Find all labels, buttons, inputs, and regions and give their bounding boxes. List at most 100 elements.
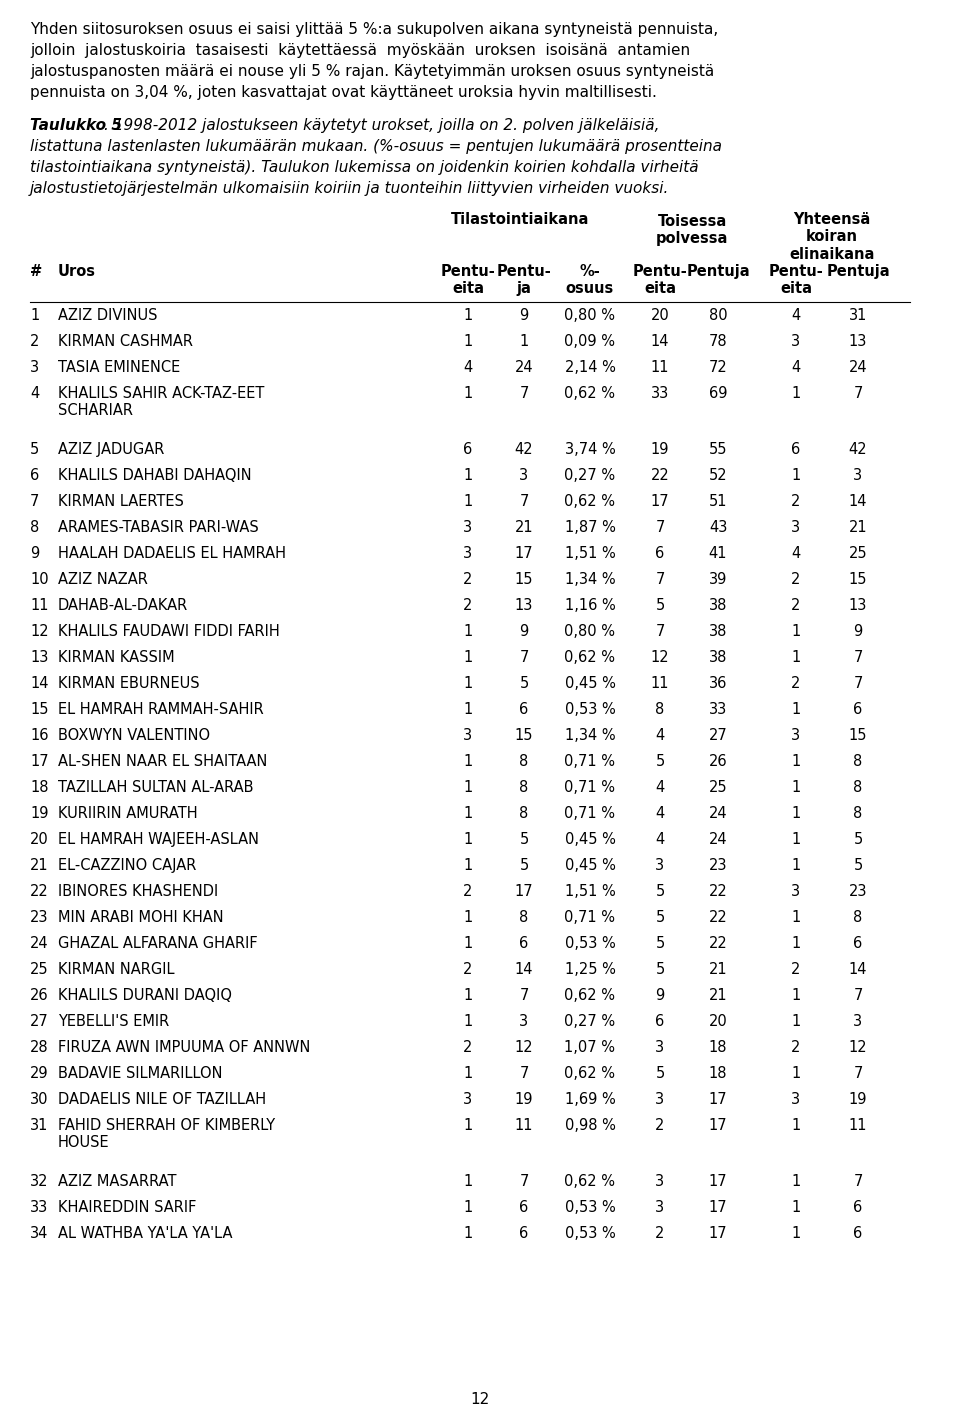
Text: 25: 25 xyxy=(708,781,728,795)
Text: 0,62 %: 0,62 % xyxy=(564,988,615,1003)
Text: HAALAH DADAELIS EL HAMRAH: HAALAH DADAELIS EL HAMRAH xyxy=(58,546,286,561)
Text: 17: 17 xyxy=(515,884,534,899)
Text: 4: 4 xyxy=(791,361,801,375)
Text: 2: 2 xyxy=(464,962,472,977)
Text: 23: 23 xyxy=(708,858,728,872)
Text: 42: 42 xyxy=(515,443,534,457)
Text: 3: 3 xyxy=(656,1174,664,1189)
Text: KHALILS DAHABI DAHAQIN: KHALILS DAHABI DAHAQIN xyxy=(58,468,252,484)
Text: 3: 3 xyxy=(791,884,801,899)
Text: 1,34 %: 1,34 % xyxy=(564,728,615,742)
Text: 22: 22 xyxy=(30,884,49,899)
Text: 21: 21 xyxy=(849,520,867,534)
Text: 26: 26 xyxy=(30,988,49,1003)
Text: 7: 7 xyxy=(519,493,529,509)
Text: 1: 1 xyxy=(464,701,472,717)
Text: 26: 26 xyxy=(708,754,728,769)
Text: 1: 1 xyxy=(464,1066,472,1080)
Text: 5: 5 xyxy=(519,858,529,872)
Text: 8: 8 xyxy=(853,806,863,822)
Text: KHALILS SAHIR ACK-TAZ-EET
SCHARIAR: KHALILS SAHIR ACK-TAZ-EET SCHARIAR xyxy=(58,386,264,419)
Text: AZIZ DIVINUS: AZIZ DIVINUS xyxy=(58,308,157,322)
Text: 1: 1 xyxy=(791,650,801,665)
Text: 1: 1 xyxy=(464,676,472,691)
Text: 1,25 %: 1,25 % xyxy=(564,962,615,977)
Text: 43: 43 xyxy=(708,520,727,534)
Text: 21: 21 xyxy=(30,858,49,872)
Text: 3: 3 xyxy=(853,1014,863,1029)
Text: 14: 14 xyxy=(30,676,49,691)
Text: KHALILS DURANI DAQIQ: KHALILS DURANI DAQIQ xyxy=(58,988,232,1003)
Text: 2,14 %: 2,14 % xyxy=(564,361,615,375)
Text: 7: 7 xyxy=(853,676,863,691)
Text: 34: 34 xyxy=(30,1226,48,1241)
Text: 3: 3 xyxy=(519,468,529,484)
Text: 28: 28 xyxy=(30,1041,49,1055)
Text: 0,71 %: 0,71 % xyxy=(564,806,615,822)
Text: 1: 1 xyxy=(464,1200,472,1215)
Text: 55: 55 xyxy=(708,443,728,457)
Text: IBINORES KHASHENDI: IBINORES KHASHENDI xyxy=(58,884,218,899)
Text: 1,34 %: 1,34 % xyxy=(564,573,615,587)
Text: 2: 2 xyxy=(791,598,801,614)
Text: 4: 4 xyxy=(656,781,664,795)
Text: 12: 12 xyxy=(470,1391,490,1407)
Text: 1: 1 xyxy=(464,1226,472,1241)
Text: 0,45 %: 0,45 % xyxy=(564,676,615,691)
Text: 24: 24 xyxy=(708,806,728,822)
Text: Yhteensä
koiran
elinaikana: Yhteensä koiran elinaikana xyxy=(789,212,875,262)
Text: 7: 7 xyxy=(853,1066,863,1080)
Text: 3: 3 xyxy=(791,520,801,534)
Text: 3,74 %: 3,74 % xyxy=(564,443,615,457)
Text: 24: 24 xyxy=(30,936,49,952)
Text: 0,53 %: 0,53 % xyxy=(564,1226,615,1241)
Text: 0,80 %: 0,80 % xyxy=(564,308,615,322)
Text: 24: 24 xyxy=(708,831,728,847)
Text: GHAZAL ALFARANA GHARIF: GHAZAL ALFARANA GHARIF xyxy=(58,936,257,952)
Text: 13: 13 xyxy=(849,334,867,349)
Text: 3: 3 xyxy=(464,520,472,534)
Text: Pentu-
ja: Pentu- ja xyxy=(496,264,551,297)
Text: 2: 2 xyxy=(464,1041,472,1055)
Text: 1: 1 xyxy=(464,936,472,952)
Text: FIRUZA AWN IMPUUMA OF ANNWN: FIRUZA AWN IMPUUMA OF ANNWN xyxy=(58,1041,310,1055)
Text: 20: 20 xyxy=(708,1014,728,1029)
Text: 5: 5 xyxy=(656,911,664,925)
Text: 0,45 %: 0,45 % xyxy=(564,831,615,847)
Text: 30: 30 xyxy=(30,1092,49,1107)
Text: 29: 29 xyxy=(30,1066,49,1080)
Text: 0,53 %: 0,53 % xyxy=(564,701,615,717)
Text: 17: 17 xyxy=(30,754,49,769)
Text: 1: 1 xyxy=(464,988,472,1003)
Text: 22: 22 xyxy=(708,911,728,925)
Text: 0,53 %: 0,53 % xyxy=(564,936,615,952)
Text: 38: 38 xyxy=(708,598,727,614)
Text: 1: 1 xyxy=(791,1118,801,1133)
Text: 3: 3 xyxy=(791,334,801,349)
Text: AL WATHBA YA'LA YA'LA: AL WATHBA YA'LA YA'LA xyxy=(58,1226,232,1241)
Text: Uros: Uros xyxy=(58,264,96,279)
Text: 6: 6 xyxy=(519,936,529,952)
Text: 39: 39 xyxy=(708,573,727,587)
Text: 1: 1 xyxy=(464,334,472,349)
Text: 19: 19 xyxy=(849,1092,867,1107)
Text: 1: 1 xyxy=(464,650,472,665)
Text: KHAIREDDIN SARIF: KHAIREDDIN SARIF xyxy=(58,1200,197,1215)
Text: 7: 7 xyxy=(30,493,39,509)
Text: 6: 6 xyxy=(656,546,664,561)
Text: 1,51 %: 1,51 % xyxy=(564,546,615,561)
Text: 0,62 %: 0,62 % xyxy=(564,1174,615,1189)
Text: 23: 23 xyxy=(849,884,867,899)
Text: 5: 5 xyxy=(656,936,664,952)
Text: 11: 11 xyxy=(849,1118,867,1133)
Text: 15: 15 xyxy=(849,573,867,587)
Text: 1,16 %: 1,16 % xyxy=(564,598,615,614)
Text: KHALILS FAUDAWI FIDDI FARIH: KHALILS FAUDAWI FIDDI FARIH xyxy=(58,624,279,639)
Text: 5: 5 xyxy=(656,884,664,899)
Text: 7: 7 xyxy=(519,1174,529,1189)
Text: 51: 51 xyxy=(708,493,728,509)
Text: 14: 14 xyxy=(515,962,533,977)
Text: 6: 6 xyxy=(656,1014,664,1029)
Text: 1: 1 xyxy=(791,936,801,952)
Text: Toisessa
polvessa: Toisessa polvessa xyxy=(656,214,729,246)
